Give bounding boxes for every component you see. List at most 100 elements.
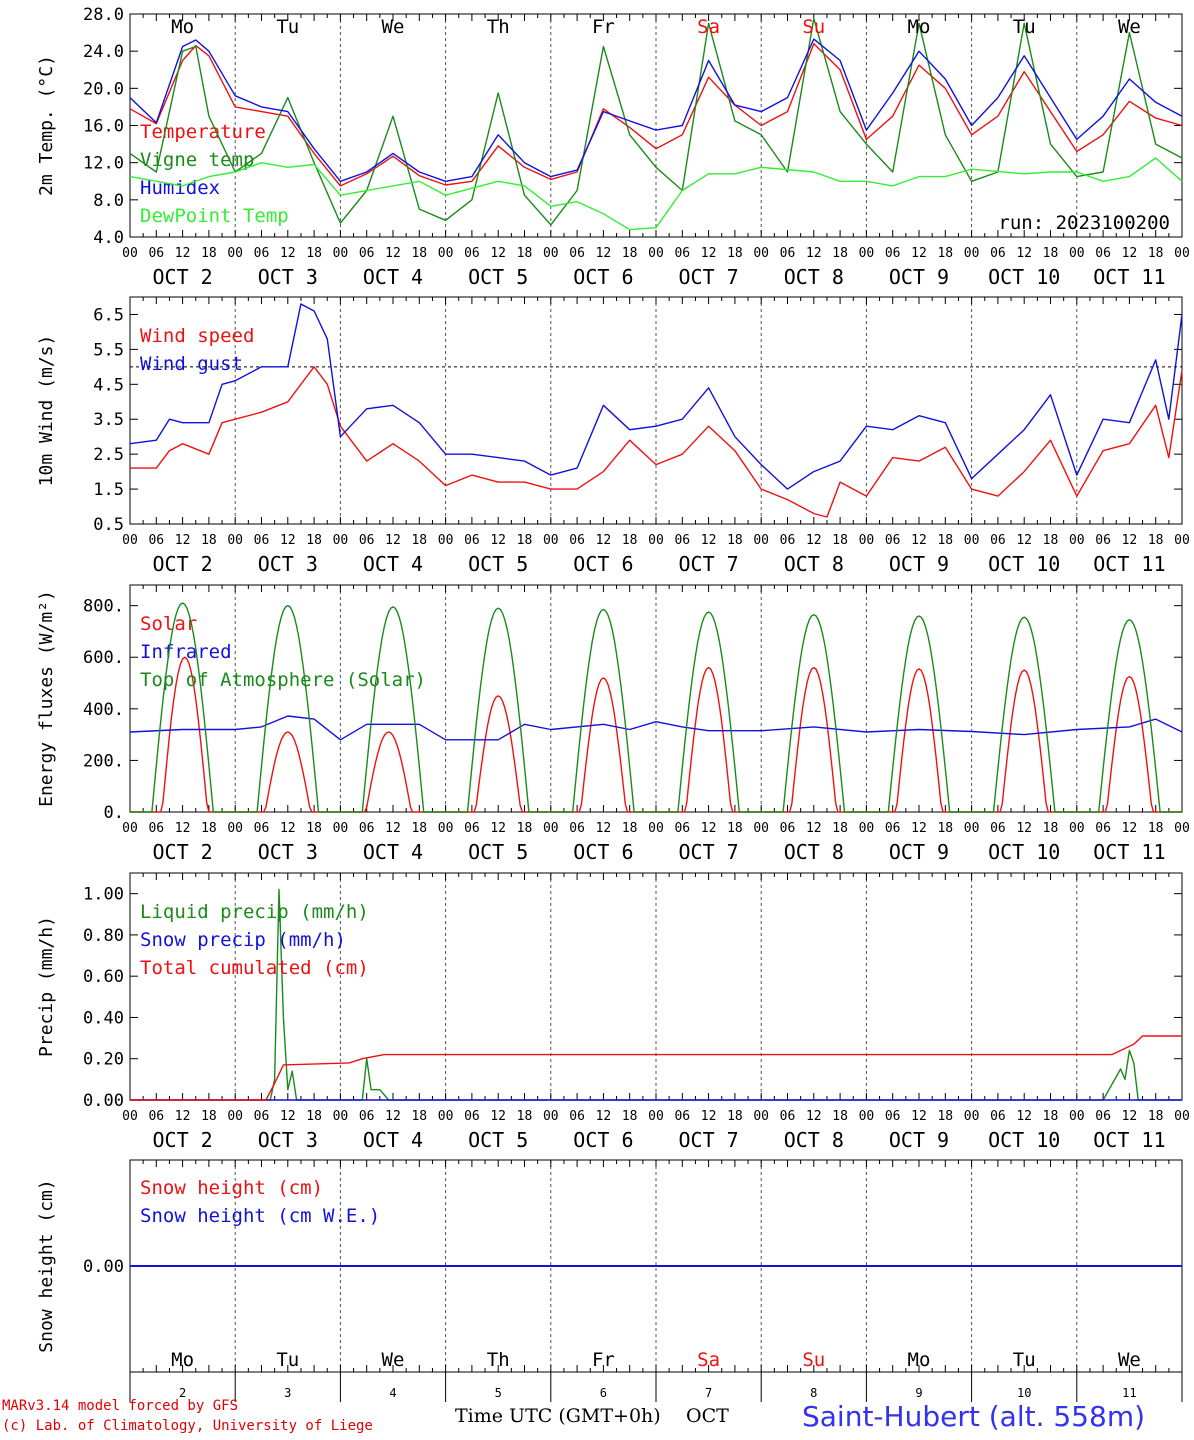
series-wind-speed (130, 366, 1183, 518)
y-tick-label: 0. (104, 803, 124, 823)
day-label: We (1118, 1349, 1141, 1371)
hour-tick-label: 18 (306, 246, 322, 261)
hour-tick-label: 18 (1148, 533, 1164, 548)
hour-tick-label: 12 (596, 1109, 612, 1124)
series-infrared (129, 715, 1183, 741)
hour-tick-label: 18 (832, 246, 848, 261)
hour-tick-label: 12 (280, 821, 296, 836)
hour-tick-label: 12 (806, 246, 822, 261)
y-tick-label: 24.0 (83, 42, 124, 62)
legend-entry: Total cumulated (cm) (140, 957, 369, 979)
hour-tick-label: 18 (937, 1109, 953, 1124)
hour-tick-label: 00 (543, 1109, 559, 1124)
hour-tick-label: 00 (227, 1109, 243, 1124)
hour-tick-label: 12 (701, 821, 717, 836)
series-wind-gust (129, 303, 1183, 490)
hour-tick-label: 12 (490, 246, 506, 261)
y-axis-title: Snow height (cm) (36, 1179, 57, 1352)
hour-tick-label: 18 (727, 533, 743, 548)
hour-tick-label: 18 (622, 1109, 638, 1124)
hour-tick-label: 00 (438, 533, 454, 548)
legend-entry: Wind speed (140, 325, 254, 347)
series-vigne-temp (129, 17, 1183, 226)
hour-tick-label: 12 (490, 1109, 506, 1124)
hour-tick-label: 12 (596, 533, 612, 548)
hour-tick-label: 00 (1069, 533, 1085, 548)
hour-tick-label: 00 (753, 533, 769, 548)
hour-tick-label: 00 (1174, 246, 1190, 261)
hour-tick-label: 18 (727, 246, 743, 261)
legend-entry: Snow precip (mm/h) (140, 929, 346, 951)
hour-tick-label: 00 (1069, 246, 1085, 261)
date-label: OCT 3 (258, 840, 318, 864)
date-label: OCT 6 (573, 265, 633, 289)
day-label: Su (802, 1349, 825, 1371)
hour-tick-label: 06 (674, 246, 690, 261)
hour-tick-label: 06 (885, 821, 901, 836)
hour-tick-label: 12 (280, 246, 296, 261)
legend-entry: DewPoint Temp (140, 205, 289, 227)
hour-tick-label: 06 (674, 821, 690, 836)
y-axis-title: Precip (mm/h) (36, 916, 57, 1057)
hour-tick-label: 00 (859, 533, 875, 548)
hour-tick-label: 00 (438, 246, 454, 261)
hour-tick-label: 18 (1043, 533, 1059, 548)
y-tick-label: 600. (83, 648, 124, 668)
hour-tick-label: 12 (1016, 246, 1032, 261)
hour-tick-label: 18 (832, 533, 848, 548)
hour-tick-label: 00 (859, 246, 875, 261)
y-tick-label: 6.5 (93, 305, 124, 325)
hour-tick-label: 06 (569, 821, 585, 836)
date-label: OCT 11 (1093, 552, 1165, 576)
time-axis-label: Time UTC (GMT+0h) (455, 1405, 661, 1427)
hour-tick-label: 18 (832, 821, 848, 836)
hour-tick-label: 06 (254, 821, 270, 836)
y-tick-label: 3.5 (93, 410, 124, 430)
hour-tick-label: 06 (780, 821, 796, 836)
hour-tick-label: 00 (543, 246, 559, 261)
hour-tick-label: 18 (201, 533, 217, 548)
hour-tick-label: 12 (385, 533, 401, 548)
date-label: OCT 4 (363, 1128, 423, 1152)
panel-frame (129, 13, 1183, 238)
legend-entry: Vigne temp (140, 149, 254, 171)
day-number: 10 (1017, 1386, 1031, 1400)
hour-tick-label: 00 (227, 533, 243, 548)
hour-tick-label: 00 (333, 1109, 349, 1124)
date-label: OCT 5 (468, 840, 528, 864)
y-tick-label: 28.0 (83, 5, 124, 25)
date-label: OCT 10 (988, 265, 1060, 289)
day-label: Tu (276, 16, 299, 38)
hour-tick-label: 06 (1095, 1109, 1111, 1124)
hour-tick-label: 06 (359, 533, 375, 548)
day-number: 6 (600, 1386, 607, 1400)
y-tick-label: 0.40 (83, 1008, 124, 1028)
day-number: 4 (389, 1386, 396, 1400)
hour-tick-label: 06 (464, 821, 480, 836)
legend-entry: Temperature (140, 121, 266, 143)
date-label: OCT 10 (988, 1128, 1060, 1152)
hour-tick-label: 18 (201, 821, 217, 836)
hour-tick-label: 18 (517, 821, 533, 836)
hour-tick-label: 00 (227, 821, 243, 836)
hour-tick-label: 00 (648, 533, 664, 548)
hour-tick-label: 18 (1043, 246, 1059, 261)
series-top-of-atmosphere-solar- (130, 602, 1182, 813)
series-temperature (129, 43, 1183, 187)
hour-tick-label: 18 (517, 533, 533, 548)
date-label: OCT 2 (152, 552, 212, 576)
y-tick-label: 0.00 (83, 1257, 124, 1277)
y-tick-label: 1.00 (83, 885, 124, 905)
hour-tick-label: 18 (517, 1109, 533, 1124)
hour-tick-label: 00 (122, 533, 138, 548)
legend-entry: Solar (140, 613, 197, 635)
hour-tick-label: 00 (333, 821, 349, 836)
hour-tick-label: 06 (464, 533, 480, 548)
legend-entry: Snow height (cm) (140, 1177, 323, 1199)
date-label: OCT 11 (1093, 840, 1165, 864)
date-label: OCT 8 (784, 1128, 844, 1152)
hour-tick-label: 12 (175, 246, 191, 261)
hour-tick-label: 00 (227, 246, 243, 261)
day-number: 5 (495, 1386, 502, 1400)
day-label: Mo (908, 1349, 931, 1371)
